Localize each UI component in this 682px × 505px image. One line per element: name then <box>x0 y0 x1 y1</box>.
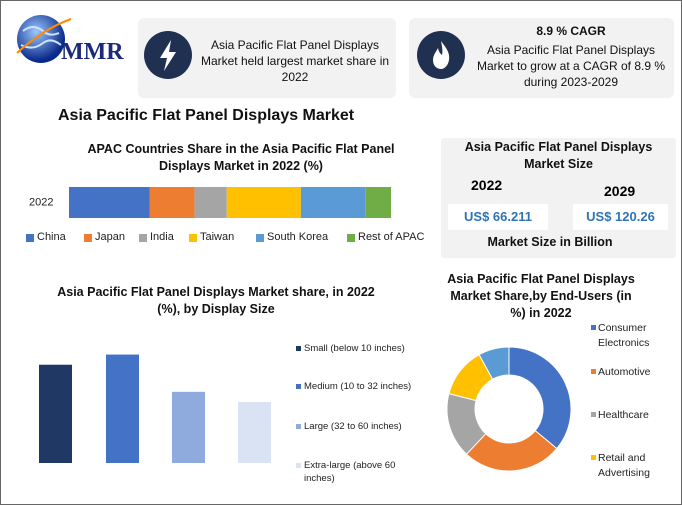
y-tick-label: 2022 <box>29 196 53 208</box>
bar-segment <box>69 187 150 218</box>
bar-segment <box>300 187 366 218</box>
legend-marker <box>84 234 92 242</box>
bar <box>172 391 205 463</box>
chart-title: Asia Pacific Flat Panel Displays Market … <box>447 272 635 320</box>
legend-marker <box>296 346 301 351</box>
legend-marker <box>591 455 596 460</box>
legend-marker <box>296 424 301 429</box>
legend-label: Healthcare <box>598 409 649 421</box>
legend-marker <box>139 234 147 242</box>
legend-label: Automotive <box>598 366 651 378</box>
chart-title: Asia Pacific Flat Panel Displays Market … <box>57 285 375 316</box>
legend-label: China <box>37 231 66 243</box>
main-title: Asia Pacific Flat Panel Displays Market <box>58 107 355 124</box>
pie-slice <box>508 346 572 450</box>
legend-label: Japan <box>95 231 125 243</box>
legend-label: Small (below 10 inches) <box>304 343 405 354</box>
chart-title: APAC Countries Share in the Asia Pacific… <box>87 142 395 173</box>
logo-text: MMR <box>61 39 124 65</box>
market-value: US$ 120.26 <box>573 204 668 230</box>
legend-label: Rest of APAC <box>358 231 425 243</box>
legend-label: Consumer Electronics <box>598 322 650 349</box>
bar-segment <box>149 187 195 218</box>
legend-marker <box>591 369 596 374</box>
year-label: 2029 <box>604 183 636 199</box>
legend-label: Taiwan <box>200 231 235 243</box>
logo-globe <box>16 15 72 63</box>
year-label: 2022 <box>471 177 503 193</box>
legend-label: South Korea <box>267 231 329 243</box>
legend-marker <box>296 384 301 389</box>
cagr-title: 8.9 % CAGR <box>536 24 606 38</box>
bar-segment <box>226 187 301 218</box>
legend-label: Extra-large (above 60 inches) <box>304 460 396 484</box>
info-text: Asia Pacific Flat Panel Displays Market … <box>200 38 390 84</box>
bar-segment <box>365 187 391 218</box>
legend-marker <box>296 463 301 468</box>
legend-marker <box>189 234 197 242</box>
icon-bolt <box>144 31 192 79</box>
legend-marker <box>256 234 264 242</box>
legend-label: Large (32 to 60 inches) <box>304 421 402 432</box>
legend-label: India <box>150 231 174 243</box>
info-text: Asia Pacific Flat Panel Displays Market … <box>476 43 666 89</box>
market-size-panel <box>441 138 676 258</box>
legend-marker <box>591 325 596 330</box>
market-value: US$ 66.211 <box>448 204 548 230</box>
bar <box>39 364 72 463</box>
legend-label: Retail and Advertising <box>598 452 650 479</box>
legend-label: Medium (10 to 32 inches) <box>304 381 412 392</box>
icon-flame <box>417 31 465 79</box>
panel-title: Asia Pacific Flat Panel Displays Market … <box>464 140 653 171</box>
unit-note: Market Size in Billion <box>487 235 613 249</box>
bar <box>106 354 139 463</box>
legend-marker <box>26 234 34 242</box>
bar <box>238 402 271 463</box>
bar-segment <box>194 187 227 218</box>
legend-marker <box>347 234 355 242</box>
legend-marker <box>591 412 596 417</box>
pie-slice <box>478 346 510 380</box>
